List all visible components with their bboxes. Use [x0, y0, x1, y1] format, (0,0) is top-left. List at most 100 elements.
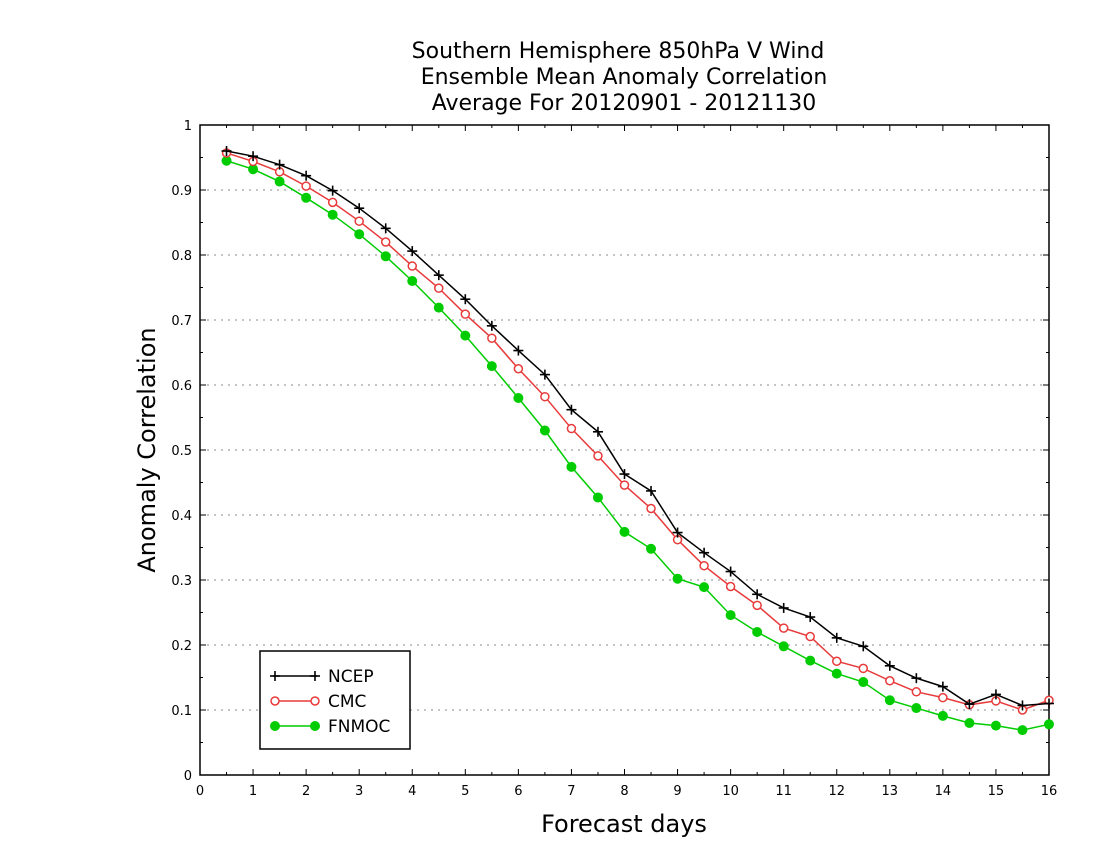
data-point-fnmoc	[725, 610, 736, 621]
data-point-fnmoc	[433, 302, 444, 313]
data-point-cmc	[593, 451, 603, 461]
data-point-fnmoc	[354, 229, 365, 240]
data-point-fnmoc	[990, 720, 1001, 731]
data-point-ncep	[274, 159, 285, 170]
x-tick-label: 0	[196, 784, 204, 799]
data-point-cmc	[832, 656, 842, 666]
data-point-cmc	[938, 692, 948, 703]
data-point-cmc	[646, 503, 656, 514]
legend: NCEP CMC FNMOC	[259, 650, 411, 750]
legend-label-cmc: CMC	[328, 692, 366, 712]
x-tick-label: 15	[988, 784, 1005, 799]
data-point-cmc	[699, 560, 709, 571]
data-point-ncep	[831, 632, 842, 643]
legend-item-cmc: CMC	[270, 692, 366, 712]
chart-title-line-3: Average For 20120901 - 20121130	[432, 91, 817, 116]
data-point-ncep	[699, 547, 710, 558]
series-line-fnmoc	[226, 160, 1050, 731]
data-point-fnmoc	[460, 330, 471, 341]
y-tick-label: 0.9	[171, 184, 192, 199]
series-line-ncep	[226, 150, 1050, 707]
data-point-cmc	[327, 197, 338, 208]
x-tick-label: 10	[722, 784, 739, 799]
data-point-cmc	[778, 623, 789, 633]
data-point-ncep	[380, 223, 391, 234]
data-point-fnmoc	[1017, 725, 1028, 736]
data-point-fnmoc	[937, 710, 948, 721]
legend-marker	[310, 696, 320, 706]
data-point-ncep	[619, 469, 630, 480]
x-tick-label: 7	[567, 784, 575, 799]
series-ncep	[221, 146, 1054, 711]
data-point-ncep	[354, 203, 365, 214]
y-tick-label: 1	[184, 119, 192, 134]
chart-title: Southern Hemisphere 850hPa V Wind Ensemb…	[412, 39, 828, 116]
data-point-cmc	[487, 333, 497, 343]
legend-marker	[310, 671, 320, 681]
data-point-cmc	[434, 283, 444, 293]
series-fnmoc	[221, 155, 1054, 736]
legend-item-ncep: NCEP	[270, 667, 374, 687]
data-point-fnmoc	[513, 393, 524, 403]
data-point-cmc	[513, 364, 524, 374]
y-tick-label: 0.6	[171, 379, 192, 394]
chart-title-line-2: Ensemble Mean Anomaly Correlation	[421, 65, 828, 90]
data-point-ncep	[539, 369, 550, 380]
data-point-fnmoc	[274, 176, 285, 187]
data-point-cmc	[301, 181, 311, 191]
series-cmc	[221, 148, 1054, 715]
series-line-cmc	[226, 152, 1050, 711]
legend-marker	[270, 721, 280, 731]
legend-label-fnmoc: FNMOC	[328, 717, 390, 737]
data-point-fnmoc	[619, 526, 630, 537]
data-point-cmc	[540, 391, 550, 402]
data-point-ncep	[884, 660, 895, 671]
data-point-fnmoc	[884, 695, 895, 706]
y-tick-label: 0.1	[171, 704, 192, 719]
data-point-fnmoc	[646, 543, 657, 554]
data-point-fnmoc	[964, 718, 975, 728]
data-point-ncep	[805, 612, 816, 623]
legend-item-fnmoc: FNMOC	[270, 717, 390, 737]
data-point-fnmoc	[566, 461, 577, 472]
data-point-ncep	[566, 404, 577, 415]
y-tick-label: 0.7	[171, 314, 192, 329]
data-point-cmc	[752, 600, 762, 611]
data-point-ncep	[937, 681, 948, 692]
data-point-cmc	[858, 663, 869, 674]
data-point-ncep	[725, 566, 736, 577]
x-tick-label: 14	[935, 784, 952, 799]
x-tick-label: 12	[828, 784, 845, 799]
data-point-ncep	[778, 602, 789, 613]
y-axis-label: Anomaly Correlation	[133, 327, 161, 572]
y-tick-label: 0.8	[171, 249, 192, 264]
data-point-fnmoc	[699, 582, 710, 593]
legend-marker	[270, 671, 280, 681]
data-point-ncep	[460, 294, 471, 305]
data-point-ncep	[592, 426, 603, 437]
data-point-ncep	[672, 527, 683, 538]
data-point-fnmoc	[486, 361, 497, 372]
data-point-cmc	[407, 261, 417, 271]
legend-marker	[270, 696, 280, 706]
data-point-ncep	[221, 146, 232, 156]
x-tick-label: 2	[302, 784, 310, 799]
x-tick-label: 6	[514, 784, 522, 799]
legend-box	[259, 650, 411, 750]
x-tick-label: 8	[620, 784, 628, 799]
series-layer	[221, 146, 1054, 736]
data-point-fnmoc	[1044, 719, 1054, 730]
data-point-fnmoc	[327, 209, 338, 220]
data-point-cmc	[725, 581, 736, 592]
data-point-fnmoc	[805, 655, 816, 666]
data-point-fnmoc	[778, 641, 789, 652]
data-point-fnmoc	[539, 425, 550, 436]
data-point-fnmoc	[831, 668, 842, 679]
data-point-ncep	[301, 170, 312, 181]
data-point-cmc	[911, 687, 922, 697]
data-point-fnmoc	[301, 192, 312, 203]
x-axis-ticks: 0 1 2 3 4 5 6 7 8 9 10 11 12 13 14 15 16	[196, 125, 1057, 799]
data-point-cmc	[619, 480, 630, 490]
data-point-ncep	[486, 320, 497, 331]
y-tick-label: 0.3	[171, 574, 192, 589]
